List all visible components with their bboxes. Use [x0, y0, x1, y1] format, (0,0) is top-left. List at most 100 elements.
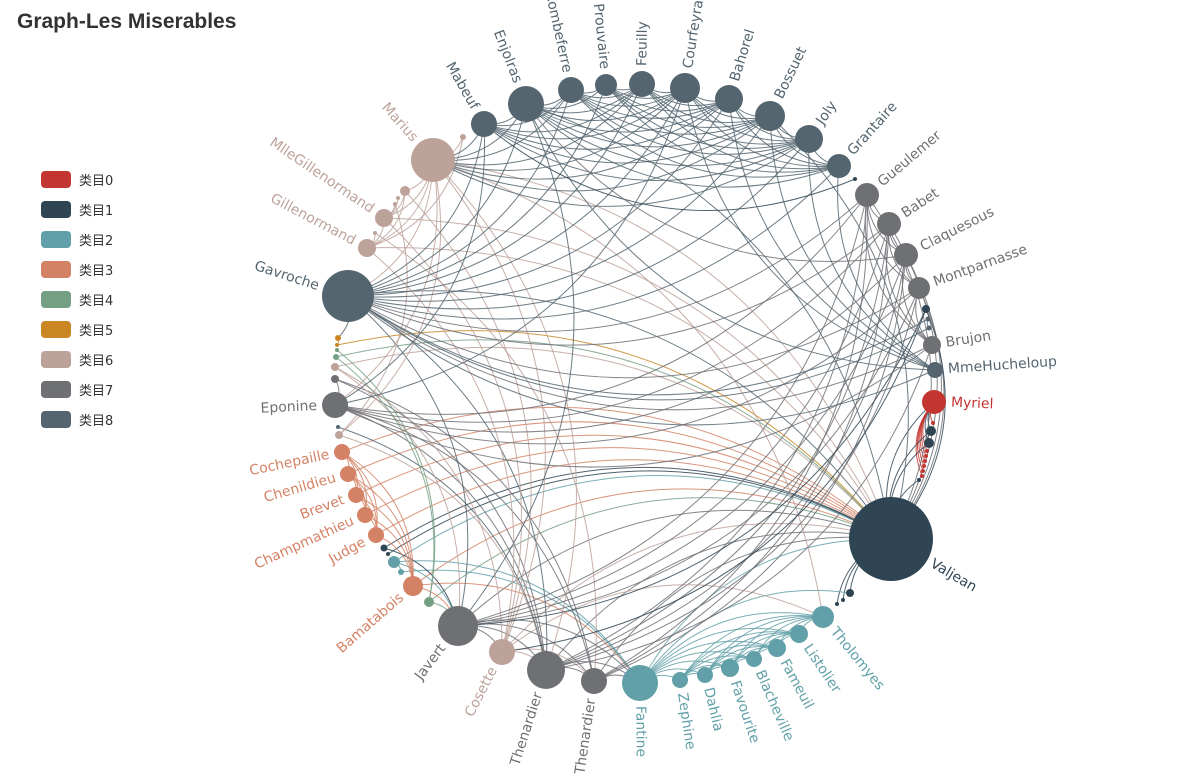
node-Fantine[interactable] [622, 665, 658, 701]
edge-Bamatabois-Fantine [412, 582, 641, 684]
node-Myriel[interactable] [922, 390, 946, 414]
node-Woman2[interactable] [331, 363, 339, 371]
legend-item-8[interactable]: 类目8 [41, 404, 113, 434]
node-label-Grantaire: Grantaire [844, 99, 900, 159]
node-MmeMagloire[interactable] [924, 438, 934, 448]
node-Fameuil[interactable] [768, 639, 786, 657]
edge-Courfeyrac-Eponine [334, 87, 686, 406]
node-Feuilly[interactable] [629, 71, 655, 97]
node-Zephine[interactable] [672, 672, 688, 688]
legend-swatch [41, 350, 71, 368]
edge-Marius-Pontmercy [338, 159, 442, 436]
node-Babet[interactable] [877, 212, 901, 236]
node-Simplice[interactable] [388, 556, 400, 568]
edge-Brujon-Thenardier [545, 344, 933, 671]
node-Blacheville[interactable] [746, 651, 762, 667]
legend-item-5[interactable]: 类目5 [41, 314, 113, 344]
node-Favourite[interactable] [721, 659, 739, 677]
edge-Courfeyrac-Gavroche [347, 87, 686, 297]
node-Chenildieu[interactable] [340, 466, 356, 482]
edge-Brujon-Gavroche [347, 295, 933, 411]
node-Anzelma[interactable] [331, 375, 339, 383]
node-Prouvaire[interactable] [595, 74, 617, 96]
node-Isabeau[interactable] [835, 602, 839, 606]
node-Listolier[interactable] [790, 625, 808, 643]
legend-item-3[interactable]: 类目3 [41, 254, 113, 284]
node-label-Thenardier: Thenardier [507, 690, 546, 769]
node-MmeThenardier[interactable] [581, 668, 607, 694]
node-Pontmercy[interactable] [335, 431, 343, 439]
node-MmePontmercy[interactable] [393, 202, 397, 206]
node-Child1[interactable] [925, 316, 931, 322]
legend-item-1[interactable]: 类目1 [41, 194, 113, 224]
node-Javert[interactable] [438, 606, 478, 646]
node-MlleGillenormand[interactable] [375, 209, 393, 227]
node-Cravatte[interactable] [922, 464, 926, 468]
edge-Feuilly-Gavroche [347, 83, 643, 297]
node-Combeferre[interactable] [558, 77, 584, 103]
node-Judge[interactable] [368, 527, 384, 543]
node-Brujon[interactable] [923, 336, 941, 354]
node-Marguerite[interactable] [846, 589, 854, 597]
node-Gribier[interactable] [335, 348, 339, 352]
legend-item-4[interactable]: 类目4 [41, 284, 113, 314]
node-Montparnasse[interactable] [908, 277, 930, 299]
legend-item-2[interactable]: 类目2 [41, 224, 113, 254]
node-Geborand[interactable] [924, 454, 928, 458]
node-MmeDeR[interactable] [841, 598, 845, 602]
node-Woman1[interactable] [380, 544, 388, 552]
node-Fauchelevent[interactable] [424, 597, 434, 607]
node-label-Gueulemer: Gueulemer [875, 127, 945, 190]
node-Gueulemer[interactable] [855, 183, 879, 207]
node-Eponine[interactable] [322, 392, 348, 418]
node-Count[interactable] [921, 469, 925, 473]
node-MotherPlutarch[interactable] [853, 177, 857, 181]
node-Boulatruelle[interactable] [336, 425, 340, 429]
node-Gavroche[interactable] [322, 270, 374, 322]
node-MmeHucheloup[interactable] [927, 362, 943, 378]
node-Dahlia[interactable] [697, 667, 713, 683]
node-Thenardier[interactable] [527, 651, 565, 689]
edge-MmeHucheloup-Courfeyrac [684, 87, 936, 371]
node-Courfeyrac[interactable] [670, 73, 700, 103]
edge-Bossuet-Mabeuf [483, 115, 771, 164]
node-Champtercier[interactable] [923, 459, 927, 463]
node-Claquesous[interactable] [894, 243, 918, 267]
node-Brevet[interactable] [348, 487, 364, 503]
node-Joly[interactable] [795, 125, 823, 153]
node-Jondrette[interactable] [335, 343, 339, 347]
node-Valjean[interactable] [849, 497, 933, 581]
edge-Marius-Thenardier [432, 159, 577, 671]
node-Child2[interactable] [926, 325, 932, 331]
node-MlleVaubois[interactable] [396, 196, 400, 200]
node-OldMan[interactable] [920, 474, 924, 478]
node-Gillenormand[interactable] [358, 239, 376, 257]
node-Magnon[interactable] [373, 231, 377, 235]
node-Cochepaille[interactable] [334, 444, 350, 460]
node-Bahorel[interactable] [715, 85, 743, 113]
node-BaronessT[interactable] [460, 134, 466, 140]
node-label-Gavroche: Gavroche [252, 258, 321, 294]
legend-item-0[interactable]: 类目0 [41, 164, 113, 194]
node-Tholomyes[interactable] [812, 606, 834, 628]
node-Napoleon[interactable] [931, 421, 935, 425]
node-MmeBurgon[interactable] [335, 335, 341, 341]
node-MotherInnocent[interactable] [333, 354, 339, 360]
legend-item-6[interactable]: 类目6 [41, 344, 113, 374]
node-MlleBaptistine[interactable] [926, 426, 936, 436]
node-Mabeuf[interactable] [471, 111, 497, 137]
node-Grantaire[interactable] [827, 154, 851, 178]
node-Scaufflaire[interactable] [386, 552, 390, 556]
node-Perpetue[interactable] [398, 569, 404, 575]
node-Marius[interactable] [411, 138, 455, 182]
node-Champmathieu[interactable] [357, 507, 373, 523]
node-Bamatabois[interactable] [403, 576, 423, 596]
node-Labarre[interactable] [917, 478, 921, 482]
node-Cosette[interactable] [489, 639, 515, 665]
node-Bossuet[interactable] [755, 101, 785, 131]
legend-item-7[interactable]: 类目7 [41, 374, 113, 404]
node-LtGillenormand[interactable] [400, 186, 410, 196]
node-Enjolras[interactable] [508, 86, 544, 122]
node-Toussaint[interactable] [922, 305, 930, 313]
node-CountessDeLo[interactable] [925, 449, 929, 453]
